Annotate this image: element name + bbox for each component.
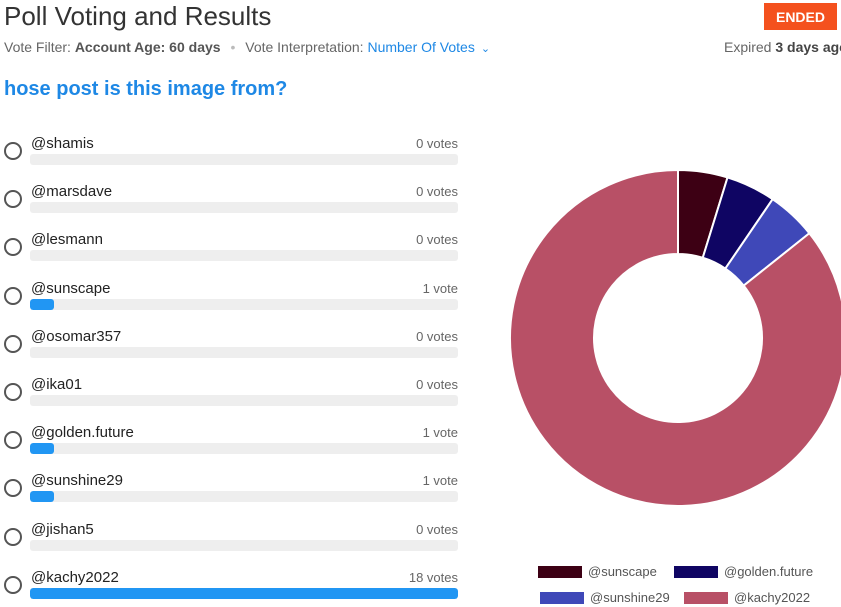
option-label: @jishan5 bbox=[31, 520, 94, 538]
option-radio[interactable] bbox=[4, 286, 22, 305]
option-progress-fill bbox=[30, 587, 458, 599]
option-label: @golden.future bbox=[31, 424, 134, 442]
expired-label: Expired bbox=[724, 39, 772, 55]
poll-option[interactable]: @golden.future 1 vote bbox=[0, 419, 462, 459]
option-label: @lesmann bbox=[31, 231, 103, 249]
separator-dot: • bbox=[230, 39, 236, 55]
option-radio[interactable] bbox=[4, 383, 22, 401]
option-votes: 0 votes bbox=[416, 232, 458, 248]
legend-swatch bbox=[540, 591, 584, 604]
option-radio[interactable] bbox=[4, 479, 22, 498]
expired-info: Expired 3 days ago bbox=[724, 39, 841, 55]
option-label: @shamis bbox=[31, 135, 94, 152]
option-label: @kachy2022 bbox=[31, 568, 119, 586]
option-radio[interactable] bbox=[4, 190, 22, 209]
vote-interpretation-label: Vote Interpretation: bbox=[245, 39, 364, 55]
poll-option[interactable]: @shamis 0 votes bbox=[0, 130, 462, 170]
option-progress-bar bbox=[30, 154, 458, 165]
page-title: Poll Voting and Results bbox=[4, 1, 272, 31]
option-label: @sunshine29 bbox=[31, 472, 123, 490]
legend-label: @sunshine29 bbox=[590, 590, 670, 605]
option-progress-fill bbox=[30, 491, 54, 503]
option-radio[interactable] bbox=[4, 527, 22, 546]
option-progress-bar bbox=[30, 587, 458, 599]
legend-label: @sunscape bbox=[588, 564, 657, 579]
results-donut-chart bbox=[509, 168, 841, 507]
legend-swatch bbox=[538, 565, 582, 578]
option-progress-fill bbox=[30, 298, 54, 310]
option-votes: 1 vote bbox=[422, 280, 458, 296]
vote-filter-value: Account Age: 60 days bbox=[74, 39, 221, 55]
option-label: @osomar357 bbox=[31, 327, 122, 345]
option-progress-bar bbox=[30, 202, 458, 214]
poll-option[interactable]: @kachy2022 18 votes bbox=[0, 564, 462, 604]
option-votes: 0 votes bbox=[416, 521, 458, 537]
option-progress-fill bbox=[30, 443, 54, 455]
legend-item: @kachy2022 bbox=[684, 590, 810, 605]
poll-option[interactable]: @jishan5 0 votes bbox=[0, 516, 462, 556]
poll-option[interactable]: @marsdave 0 votes bbox=[0, 178, 462, 218]
option-progress-bar bbox=[30, 539, 458, 551]
chevron-down-icon[interactable]: ⌄ bbox=[480, 43, 491, 55]
legend-swatch bbox=[674, 565, 718, 578]
option-radio[interactable] bbox=[4, 238, 22, 257]
option-votes: 1 vote bbox=[422, 425, 458, 441]
poll-option[interactable]: @sunshine29 1 vote bbox=[0, 467, 462, 507]
option-votes: 0 votes bbox=[416, 136, 458, 151]
option-votes: 18 votes bbox=[408, 569, 458, 585]
legend-label: @golden.future bbox=[724, 564, 814, 579]
option-votes: 0 votes bbox=[416, 377, 458, 392]
option-label: @ika01 bbox=[31, 376, 83, 393]
option-votes: 0 votes bbox=[416, 184, 458, 200]
donut-slice-kachy2022 bbox=[509, 168, 841, 507]
status-badge: ENDED bbox=[764, 3, 837, 30]
option-radio[interactable] bbox=[4, 575, 22, 594]
vote-interpretation-dropdown[interactable]: Number Of Votes bbox=[367, 39, 475, 55]
option-votes: 1 vote bbox=[422, 473, 458, 489]
vote-filter-label: Vote Filter: bbox=[4, 39, 71, 55]
poll-option[interactable]: @osomar357 0 votes bbox=[0, 323, 462, 363]
option-radio[interactable] bbox=[4, 334, 22, 353]
option-progress-bar bbox=[30, 491, 458, 503]
option-label: @sunscape bbox=[31, 279, 111, 297]
poll-option[interactable]: @ika01 0 votes bbox=[0, 371, 462, 411]
legend-item: @sunscape bbox=[538, 564, 657, 579]
option-progress-bar bbox=[30, 395, 458, 406]
option-votes: 0 votes bbox=[416, 328, 458, 344]
option-label: @marsdave bbox=[31, 183, 113, 201]
option-radio[interactable] bbox=[4, 142, 22, 160]
option-progress-bar bbox=[30, 250, 458, 262]
option-progress-bar bbox=[30, 346, 458, 358]
legend-item: @sunshine29 bbox=[540, 590, 670, 605]
poll-option[interactable]: @lesmann 0 votes bbox=[0, 226, 462, 266]
option-progress-bar bbox=[30, 298, 458, 310]
expired-value: 3 days ago bbox=[775, 39, 841, 55]
option-progress-bar bbox=[30, 443, 458, 455]
filter-row: Vote Filter: Account Age: 60 days • Vote… bbox=[4, 39, 490, 55]
legend-swatch bbox=[684, 591, 728, 604]
legend-label: @kachy2022 bbox=[734, 590, 811, 605]
legend-item: @golden.future bbox=[674, 564, 813, 579]
poll-question: hose post is this image from? bbox=[4, 78, 288, 100]
option-radio[interactable] bbox=[4, 431, 22, 450]
poll-option[interactable]: @sunscape 1 vote bbox=[0, 275, 462, 315]
